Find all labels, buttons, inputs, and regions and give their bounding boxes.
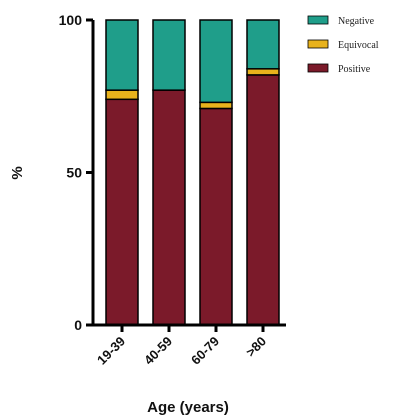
bar-equivocal-0 (105, 89, 139, 101)
x-tick-label-1: 40-59 (141, 334, 175, 368)
bar-positive-3 (246, 74, 280, 326)
x-axis-title: Age (years) (147, 399, 229, 416)
x-ticks-group: 19-39 40-59 60-79 >80 (94, 325, 269, 368)
legend-label-equivocal: Equivocal (338, 40, 379, 51)
bar-negative-3 (246, 19, 280, 70)
bar-positive-1 (152, 89, 186, 326)
bar-negative-0 (105, 19, 139, 91)
legend-label-positive: Positive (338, 64, 371, 75)
legend-swatch-negative (307, 15, 329, 25)
bar-positive-2 (199, 107, 233, 326)
x-tick-label-0: 19-39 (94, 334, 128, 368)
bars-group (105, 19, 280, 326)
y-ticks-group: 0 50 100 (59, 12, 93, 333)
legend: Negative Equivocal Positive (307, 15, 379, 75)
x-tick-label-2: 60-79 (188, 334, 222, 368)
bar-equivocal-2 (199, 101, 233, 110)
legend-swatch-positive (307, 63, 329, 73)
x-tick-label-3: >80 (243, 334, 269, 360)
bar-equivocal-3 (246, 68, 280, 76)
legend-label-negative: Negative (338, 16, 375, 27)
y-tick-label-100: 100 (59, 12, 83, 28)
bar-positive-0 (105, 98, 139, 326)
legend-swatch-equivocal (307, 39, 329, 49)
y-tick-label-50: 50 (66, 165, 82, 181)
bar-negative-1 (152, 19, 186, 91)
y-tick-label-0: 0 (74, 317, 82, 333)
y-axis-title: % (9, 166, 26, 179)
bar-negative-2 (199, 19, 233, 104)
